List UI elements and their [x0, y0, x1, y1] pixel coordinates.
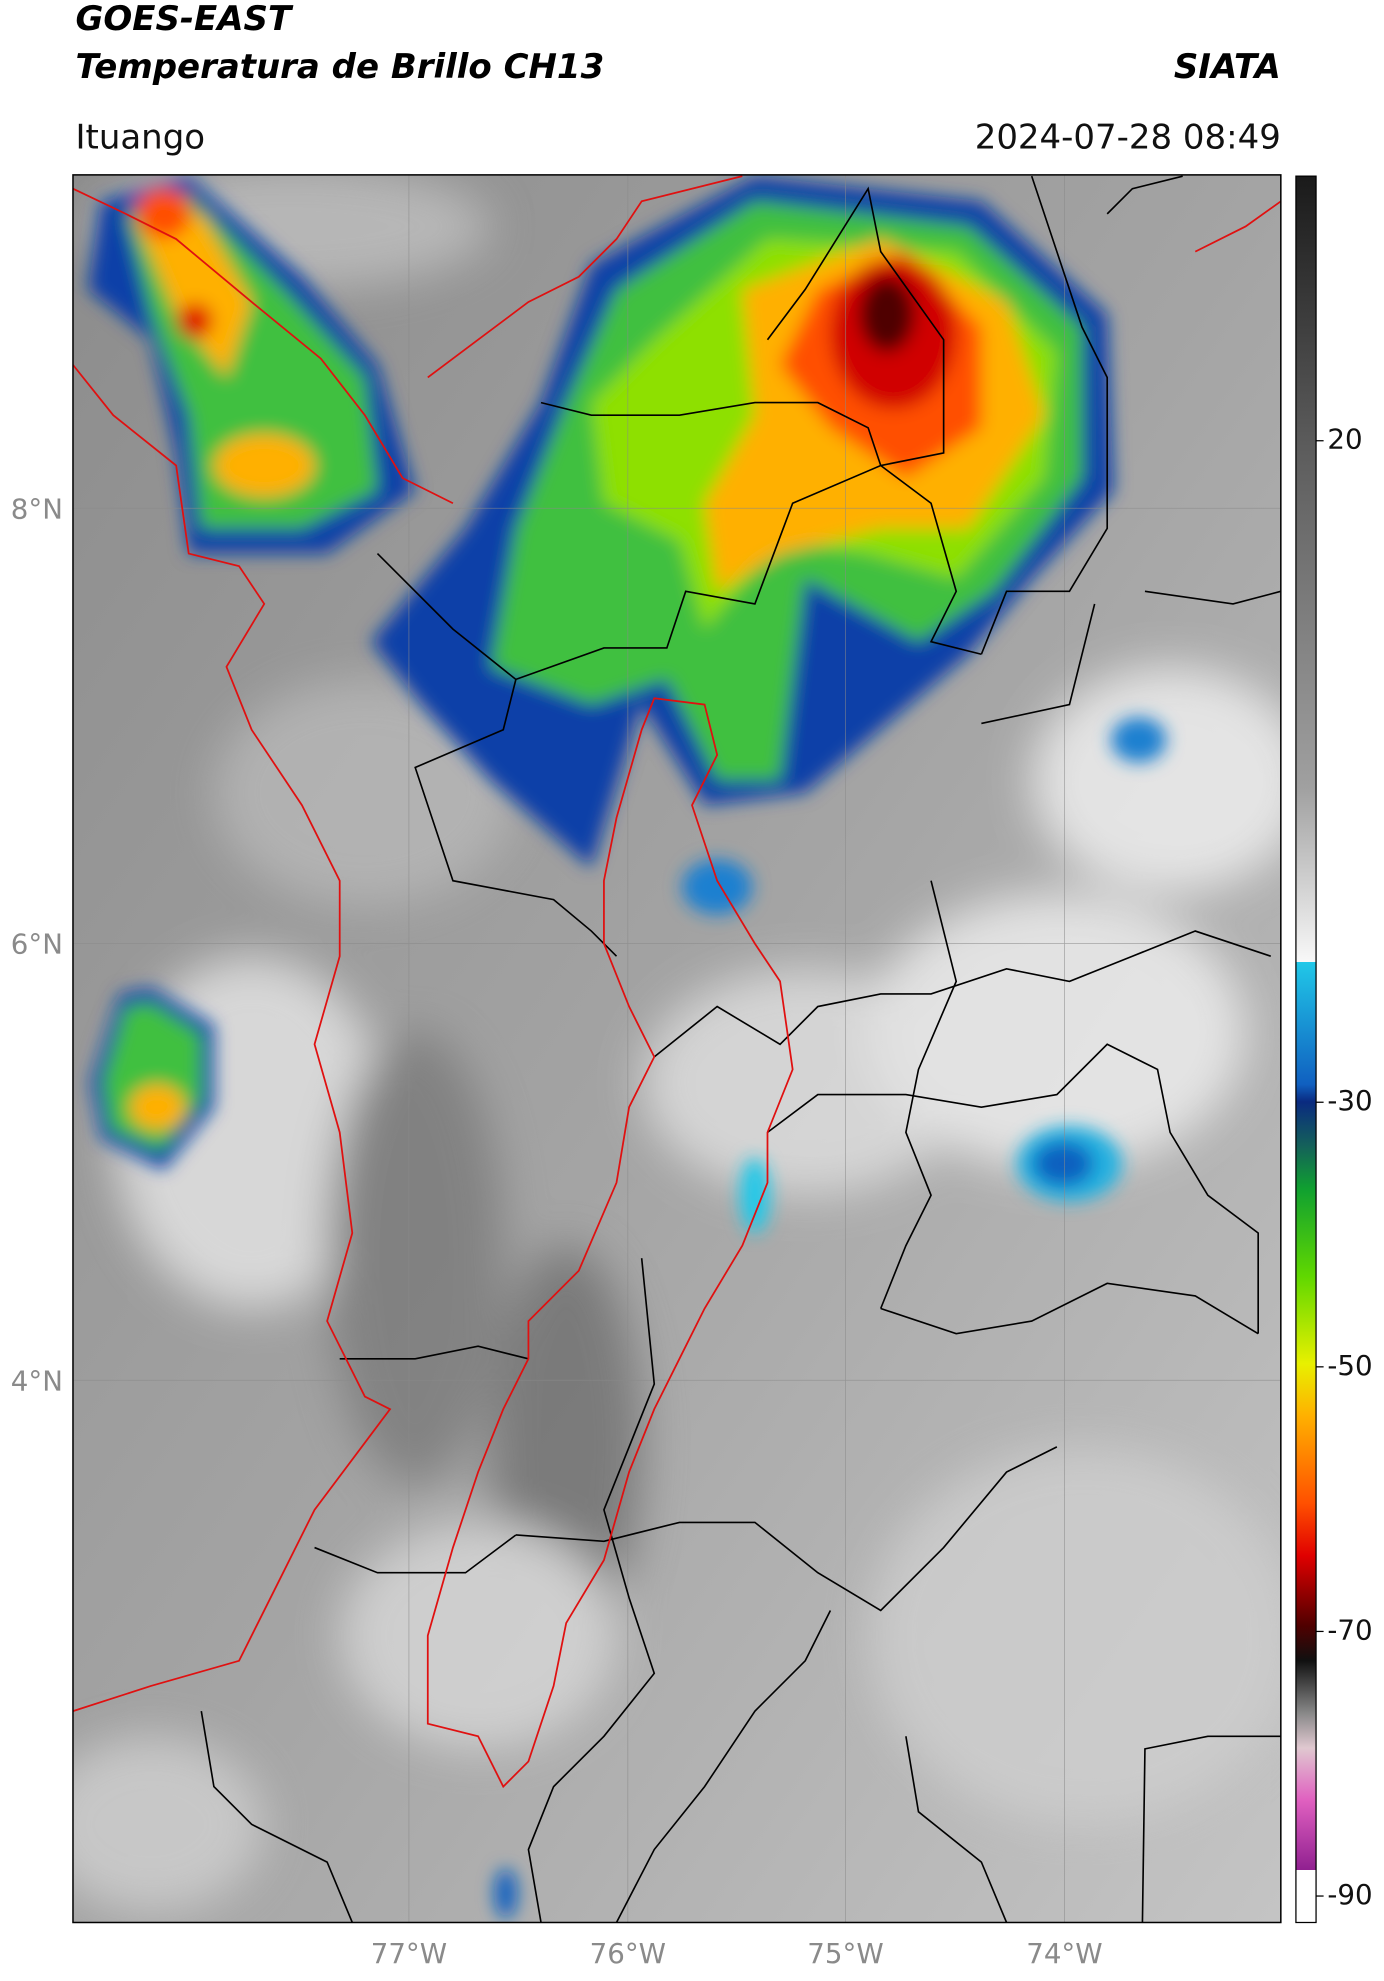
title-line2: Temperatura de Brillo CH13	[75, 47, 604, 87]
colorbar-tick-label: 20	[1327, 423, 1362, 456]
lon-label: 75°W	[807, 1937, 883, 1970]
title-line1: GOES-EAST	[75, 0, 293, 39]
satellite-image	[72, 174, 1281, 1923]
colorbar-tick-label: -70	[1327, 1613, 1372, 1646]
map-frame	[72, 174, 1282, 1924]
colorbar-scale	[1295, 175, 1317, 1924]
colorbar-tick-label: -90	[1327, 1878, 1372, 1911]
colorbar: 20 -30 -50 -70 -90	[1295, 175, 1373, 1924]
lat-label: 8°N	[11, 492, 63, 525]
lat-label: 6°N	[11, 928, 63, 961]
lat-label: 4°N	[11, 1364, 63, 1397]
lon-label: 76°W	[590, 1937, 666, 1970]
lon-label: 77°W	[371, 1937, 447, 1970]
lon-label: 74°W	[1026, 1937, 1102, 1970]
location: Ituango	[75, 117, 205, 157]
colorbar-tick-label: -30	[1327, 1084, 1372, 1117]
colorbar-tick-label: -50	[1327, 1349, 1372, 1382]
organization: SIATA	[1174, 47, 1281, 87]
datetime: 2024-07-28 08:49	[975, 117, 1281, 157]
